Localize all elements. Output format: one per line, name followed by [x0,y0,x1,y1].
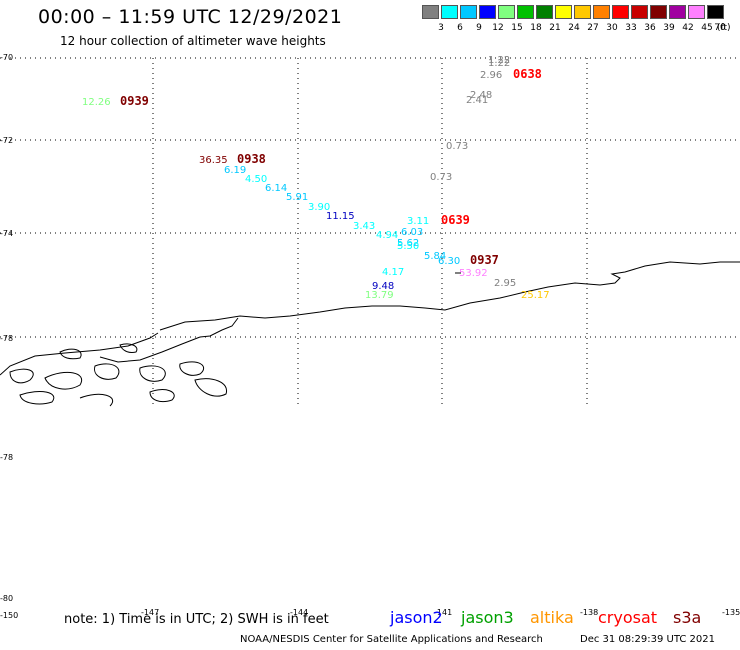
legend-label: 27 [587,23,599,33]
legend-label: 70 [714,23,726,33]
wave-height-label: 5.91 [286,192,308,203]
legend-swatch [536,5,553,19]
pass-time-label: 0639 [441,213,470,227]
wave-height-label: 0.73 [430,172,452,183]
satellite-altika: altika [530,608,574,627]
legend-swatch [631,5,648,19]
wave-height-labels: 1.22 1.22 2.96 2.48 2.41 12.26 0.73 0.73… [82,55,550,301]
wave-height-label: 1.22 [488,55,510,66]
legend-label: 30 [606,23,618,33]
legend-swatch [650,5,667,19]
wave-height-label: 25.17 [521,290,550,301]
page-subtitle: 12 hour collection of altimeter wave hei… [60,34,326,48]
wave-height-label: 6.03 [401,227,423,238]
wave-height-label: 1.22 [488,58,510,69]
lat-label: -72 [0,136,13,145]
lon-label: -138 [580,608,598,617]
wave-height-label: 3.90 [308,202,330,213]
wave-height-label: 11.15 [326,211,355,222]
lon-label: -144 [290,608,308,617]
legend-swatch [574,5,591,19]
legend-swatch [460,5,477,19]
wave-height-label: 2.96 [480,70,502,81]
lat-label: -78 [0,453,13,462]
legend-swatch [612,5,629,19]
satellite-jason3: jason3 [461,608,514,627]
wave-height-label: 2.41 [466,95,488,106]
pass-time-label: 0939 [120,94,149,108]
wave-height-label: 5.50 [397,241,419,252]
legend-label: 24 [568,23,580,33]
pass-time-label: 0937 [470,253,499,267]
legend-unit: (ft) [717,23,731,33]
wave-height-label: 4.50 [245,174,267,185]
latitude-labels: -70 -72 -74 -78 -78 -80 [0,53,13,603]
legend-swatch [498,5,515,19]
footer-credit: NOAA/NESDIS Center for Satellite Applica… [240,634,543,645]
legend-swatch [517,5,534,19]
lon-label: -135 [722,608,740,617]
wave-height-label: 4.17 [382,267,404,278]
satellite-jason2: jason2 [390,608,443,627]
wave-height-label: 4.94 [376,230,398,241]
legend-label: 21 [549,23,561,33]
footer-timestamp: Dec 31 08:29:39 UTC 2021 [580,634,715,645]
wave-height-label: 6.19 [224,165,246,176]
pass-time-label: 0638 [513,67,542,81]
page-title: 00:00 – 11:59 UTC 12/29/2021 [38,6,343,28]
graticule [0,57,740,405]
wave-height-label: 36.35 [199,155,228,166]
satellite-s3a: s3a [673,608,702,627]
legend-label: 15 [511,23,523,33]
wave-height-label: 2.48 [470,90,492,101]
legend-label: 39 [663,23,675,33]
legend-label: 45 [701,23,713,33]
legend-label: 36 [644,23,656,33]
legend-swatch [441,5,458,19]
wave-height-label: 6.30 [438,256,460,267]
legend-swatch [669,5,686,19]
lat-label: -80 [0,594,13,603]
wave-height-label: 0.73 [446,141,468,152]
wave-height-label: 3.11 [407,216,429,227]
satellite-cryosat: cryosat [598,608,658,627]
antarctic-coastline [0,261,740,407]
legend-swatch [593,5,610,19]
wave-height-label: 5.84 [424,251,446,262]
legend-label: 6 [457,23,463,33]
wave-height-label: 13.79 [365,290,394,301]
wave-height-label: 9.48 [372,281,394,292]
legend-label: 33 [625,23,637,33]
lon-label: -141 [434,608,452,617]
pass-time-label: 0938 [237,152,266,166]
legend-swatch [555,5,572,19]
wave-height-label: 3.43 [353,221,375,232]
lon-label: -150 [0,611,18,620]
lat-label: -78 [0,334,13,343]
legend-label: 42 [682,23,694,33]
wave-height-label: 12.26 [82,97,111,108]
lon-label: -147 [141,608,159,617]
legend-label: 3 [438,23,444,33]
longitude-labels: -150 -147 -144 -141 -138 -135 [0,608,740,620]
wave-height-label: 2.95 [494,278,516,289]
legend-swatch [707,5,724,19]
lat-label: -70 [0,53,13,62]
legend-label: 12 [492,23,504,33]
wave-height-label: 53.92 [459,268,488,279]
legend-swatch [688,5,705,19]
wave-height-label: 5.62 [397,238,419,249]
legend-swatch [422,5,439,19]
wave-height-label: 6.14 [265,183,287,194]
legend-swatch [479,5,496,19]
footer-note: note: 1) Time is in UTC; 2) SWH is in fe… [64,612,329,627]
pass-time-labels: 0638 0939 0938 0639 0937 [120,67,542,267]
legend-label: 9 [476,23,482,33]
lat-label: -74 [0,229,13,238]
legend-label: 18 [530,23,542,33]
